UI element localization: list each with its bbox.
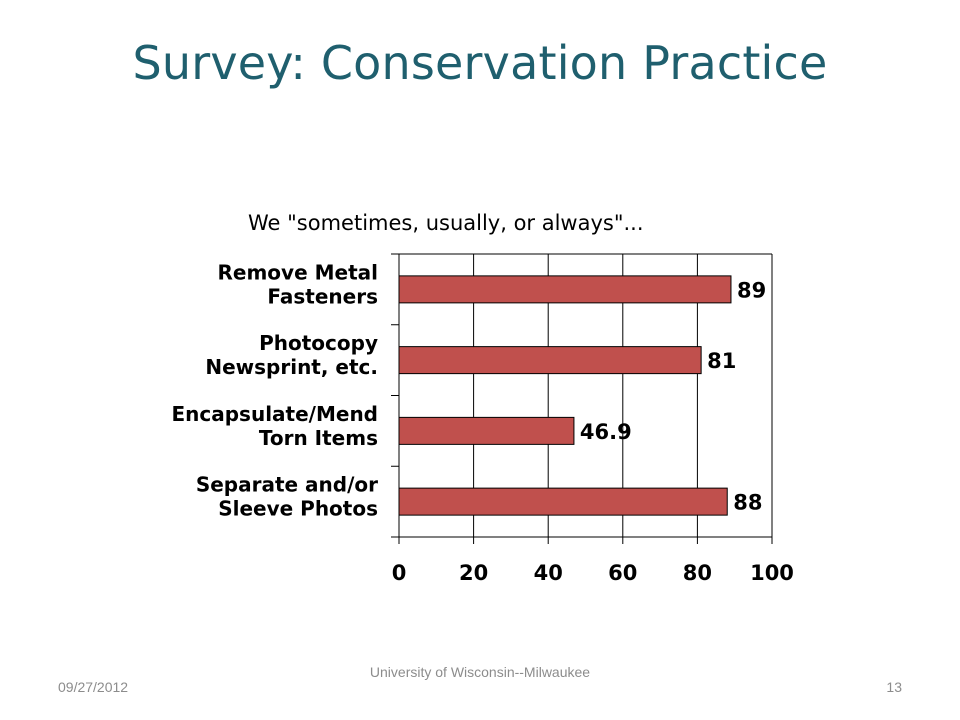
category-label: Newsprint, etc. [205, 355, 378, 379]
category-label: Torn Items [259, 426, 378, 450]
data-label: 46.9 [580, 420, 632, 444]
footer-date: 09/27/2012 [58, 679, 129, 695]
category-label: Fasteners [267, 284, 378, 308]
x-tick-label: 20 [459, 561, 488, 585]
bar [398, 346, 702, 375]
bar [398, 416, 575, 445]
bar [398, 275, 732, 304]
data-label: 81 [707, 349, 736, 373]
data-label: 88 [733, 491, 762, 515]
x-tick-label: 0 [392, 561, 407, 585]
footer-organization: University of Wisconsin--Milwaukee [369, 664, 591, 680]
axes [391, 253, 773, 544]
category-label: Encapsulate/Mend [171, 402, 378, 426]
data-label: 89 [737, 278, 766, 302]
category-label: Photocopy [259, 331, 378, 355]
page-number: 13 [886, 679, 902, 695]
category-label: Sleeve Photos [218, 497, 378, 521]
x-tick-labels: 0 20 40 60 80 100 [392, 561, 794, 585]
bars [398, 275, 732, 516]
data-labels: 89 81 46.9 88 [580, 278, 766, 514]
category-label: Separate and/or [196, 473, 378, 497]
x-tick-label: 40 [534, 561, 563, 585]
slide-title: Survey: Conservation Practice [132, 36, 828, 90]
chart-title: We "sometimes, usually, or always"... [248, 211, 644, 235]
x-tick-label: 60 [608, 561, 637, 585]
category-label: Remove Metal [218, 260, 379, 284]
bar [398, 487, 728, 516]
x-tick-label: 100 [750, 561, 794, 585]
x-tick-label: 80 [683, 561, 712, 585]
